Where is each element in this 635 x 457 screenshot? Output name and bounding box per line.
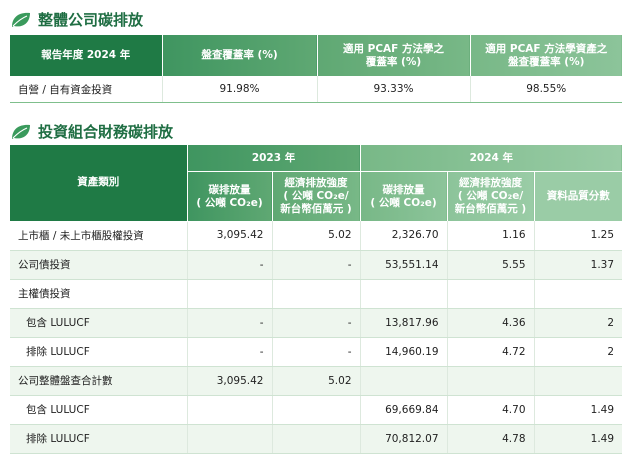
cell: - [186,250,272,280]
cell [446,366,535,396]
header-row h1: 資產類別 2023 年 2024 年 [10,145,623,222]
cell: 13,817.96 [359,308,448,338]
cell: 排除 LULUCF [10,337,187,367]
data-row: 公司整體盤查合計數 3,095.42 5.02 [10,366,623,396]
cell: 排除 LULUCF [10,424,187,454]
title-text: 整體公司碳排放 [38,11,144,29]
leaf-icon [12,12,30,27]
subheader-cell: 資料品質分數 [533,171,623,221]
cell: 主權債投資 [10,279,187,309]
cell: 14,960.19 [359,337,448,367]
data-row: 自營 / 自有資金投資 91.98% 93.33% 98.55% [10,76,622,103]
cell: 4.70 [446,395,535,425]
cell: 1.16 [446,221,535,251]
section-title: 整體公司碳排放 [10,9,143,30]
cell: 5.02 [271,221,361,251]
cell: 70,812.07 [359,424,448,454]
data-row: 公司債投資 - -53,551.14 5.55 1.37 [10,250,623,280]
header-row: 碳排放量 ( 公噸 CO₂e) 經濟排放強度 ( 公噸 CO₂e/ 新台幣佰萬元 … [10,171,623,221]
cell: 上市櫃 / 未上市櫃股權投資 [10,221,187,251]
year-header: 2023 年 [186,145,361,172]
data-row: 上市櫃 / 未上市櫃股權投資 3,095.42 5.02 2,326.70 1.16 1.… [10,221,623,251]
cell: 1.49 [533,424,623,454]
data-row: 包含 LULUCF 69,669.84 4.70 1.49 [10,395,623,425]
header-cell: 盤查覆蓋率 (%) [161,35,317,76]
title-text: 投資組合財務碳排放 [38,123,174,141]
cell: - [271,250,361,280]
leaf-icon [12,124,30,139]
cell: 53,551.14 [359,250,448,280]
data-row: 主權債投資 [10,279,623,309]
cell: 2 [533,337,623,367]
subheader-cell: 經濟排放強度 ( 公噸 CO₂e/ 新台幣佰萬元 ) [446,171,535,221]
cell: - [186,308,272,338]
cell: 1.49 [533,395,623,425]
cell: 4.72 [446,337,535,367]
cell [533,279,623,309]
header-cell: 資產類別 [10,145,187,222]
cell [186,424,272,454]
cell: 2,326.70 [359,221,448,251]
section-title: 投資組合財務碳排放 [10,121,173,142]
cell: 自營 / 自有資金投資 [10,76,162,103]
data-row: 排除 LULUCF - -14,960.19 4.72 2 [10,337,623,367]
data-row: 包含 LULUCF - -13,817.96 4.36 2 [10,308,623,338]
data-row: 排除 LULUCF 70,812.07 4.78 1.49 [10,424,623,454]
portfolio-table: 資產類別 2023 年 2024 年碳排放量 ( 公噸 CO₂e) 經濟排放強度 ( … [10,145,623,454]
header-row: 報告年度 2024 年盤查覆蓋率 (%) 適用 PCAF 方法學之 覆蓋率 (%)… [10,35,622,76]
cell: - [271,337,361,367]
cell: 包含 LULUCF [10,308,187,338]
cell: 4.36 [446,308,535,338]
header-cell: 適用 PCAF 方法學之 覆蓋率 (%) [316,35,470,76]
cell: 1.25 [533,221,623,251]
cell: 4.78 [446,424,535,454]
coverage-table: 報告年度 2024 年盤查覆蓋率 (%) 適用 PCAF 方法學之 覆蓋率 (%)… [10,35,622,103]
header-cell: 適用 PCAF 方法學資產之 盤查覆蓋率 (%) [469,35,622,76]
subheader-cell: 經濟排放強度 ( 公噸 CO₂e/ 新台幣佰萬元 ) [271,171,361,221]
cell [446,279,535,309]
cell [533,366,623,396]
cell: 98.55% [469,76,622,103]
cell: 5.55 [446,250,535,280]
cell: 3,095.42 [186,221,272,251]
cell [271,424,361,454]
cell: 公司債投資 [10,250,187,280]
cell: 公司整體盤查合計數 [10,366,187,396]
cell: 91.98% [161,76,317,103]
cell: 93.33% [316,76,470,103]
subheader-cell: 碳排放量 ( 公噸 CO₂e) [186,171,272,221]
cell: - [271,308,361,338]
cell [186,279,272,309]
cell: 3,095.42 [186,366,272,396]
cell: 69,669.84 [359,395,448,425]
cell: 5.02 [271,366,361,396]
subheader-cell: 碳排放量 ( 公噸 CO₂e) [359,171,448,221]
header-cell: 報告年度 2024 年 [10,35,162,76]
cell [271,395,361,425]
cell [359,366,448,396]
year-header: 2024 年 [359,145,623,172]
cell [186,395,272,425]
cell: 2 [533,308,623,338]
cell: - [186,337,272,367]
cell: 1.37 [533,250,623,280]
cell [271,279,361,309]
cell [359,279,448,309]
cell: 包含 LULUCF [10,395,187,425]
